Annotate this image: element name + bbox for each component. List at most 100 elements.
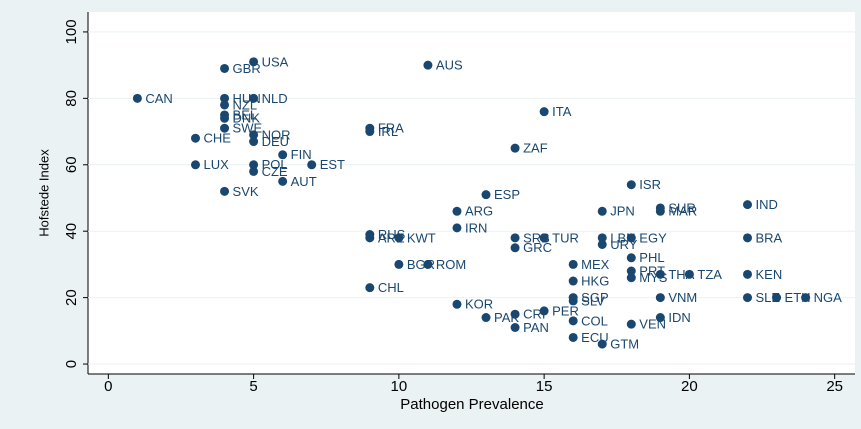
point — [568, 276, 578, 286]
point-label: USA — [262, 54, 289, 69]
point-label: COL — [581, 313, 608, 328]
point — [249, 137, 259, 147]
point-label: LUX — [203, 157, 229, 172]
point — [568, 296, 578, 306]
point-label: KWT — [407, 230, 436, 245]
y-axis-label: Hofstede Index — [36, 149, 51, 237]
point — [220, 93, 230, 103]
point-label: EGY — [639, 230, 667, 245]
point-label: ROM — [436, 257, 466, 272]
point-label: EST — [320, 157, 345, 172]
point-label: NLD — [262, 91, 288, 106]
point — [365, 283, 375, 293]
point-label: BEL — [233, 107, 258, 122]
point — [307, 160, 317, 170]
y-tick-label: 40 — [63, 223, 80, 240]
point — [597, 339, 607, 349]
point-label: CHL — [378, 280, 404, 295]
point-label: NGA — [814, 290, 843, 305]
point-label: ESP — [494, 187, 520, 202]
point-label: CAN — [145, 91, 172, 106]
point — [365, 127, 375, 137]
point-label: POL — [262, 157, 288, 172]
point — [539, 107, 549, 117]
point — [655, 293, 665, 303]
point-label: SLV — [581, 293, 605, 308]
point — [626, 180, 636, 190]
point — [394, 233, 404, 243]
point-label: SGP — [581, 290, 608, 305]
point-label: CHE — [203, 131, 231, 146]
point — [423, 259, 433, 269]
point-label: KOR — [465, 297, 493, 312]
point-label: HKG — [581, 273, 609, 288]
point — [452, 206, 462, 216]
point — [510, 143, 520, 153]
point — [481, 190, 491, 200]
plot-area — [88, 12, 855, 374]
point-label: ZAF — [523, 141, 548, 156]
x-tick-label: 10 — [391, 378, 408, 395]
point — [510, 309, 520, 319]
point — [249, 57, 259, 67]
point — [568, 332, 578, 342]
y-tick-label: 100 — [63, 19, 80, 44]
point-label: ISR — [639, 177, 661, 192]
point — [626, 273, 636, 283]
point-label: PAK — [494, 310, 519, 325]
point-label: VNM — [668, 290, 697, 305]
point-label: TUR — [552, 230, 579, 245]
point — [249, 93, 259, 103]
point-label: GBR — [233, 61, 261, 76]
point — [394, 259, 404, 269]
point — [190, 160, 200, 170]
point — [365, 233, 375, 243]
point-label: AUS — [436, 58, 463, 73]
point — [743, 269, 753, 279]
point-label: SVK — [233, 184, 259, 199]
point-label: GRC — [523, 240, 552, 255]
point — [655, 269, 665, 279]
point — [249, 130, 259, 140]
point-label: IDN — [668, 310, 690, 325]
point — [220, 123, 230, 133]
y-tick-label: 0 — [63, 360, 80, 368]
point-label: SWE — [233, 121, 263, 136]
point — [278, 150, 288, 160]
point — [539, 306, 549, 316]
point-label: IRL — [378, 124, 398, 139]
x-tick-label: 0 — [104, 378, 112, 395]
point — [220, 113, 230, 123]
point — [220, 100, 230, 110]
y-tick-label: 20 — [63, 289, 80, 306]
point — [220, 186, 230, 196]
point-label: PER — [552, 303, 579, 318]
point — [597, 206, 607, 216]
point-label: DNK — [233, 111, 261, 126]
point — [568, 259, 578, 269]
point-label: AUT — [291, 174, 317, 189]
point — [220, 63, 230, 73]
point-label: CRI — [523, 307, 545, 322]
point — [684, 269, 694, 279]
point — [626, 319, 636, 329]
point-label: ARG — [465, 204, 493, 219]
x-tick-label: 15 — [536, 378, 553, 395]
point-label: FIN — [291, 147, 312, 162]
point — [278, 176, 288, 186]
point — [568, 316, 578, 326]
point — [249, 160, 259, 170]
point — [743, 233, 753, 243]
point — [626, 266, 636, 276]
point-label: IRN — [465, 220, 487, 235]
point-label: ITA — [552, 104, 572, 119]
point — [249, 166, 259, 176]
y-tick-label: 60 — [63, 156, 80, 173]
point — [539, 233, 549, 243]
point-label: NOR — [262, 127, 291, 142]
point-label: FRA — [378, 121, 404, 136]
point-label: PHL — [639, 250, 664, 265]
point — [743, 200, 753, 210]
point — [597, 239, 607, 249]
